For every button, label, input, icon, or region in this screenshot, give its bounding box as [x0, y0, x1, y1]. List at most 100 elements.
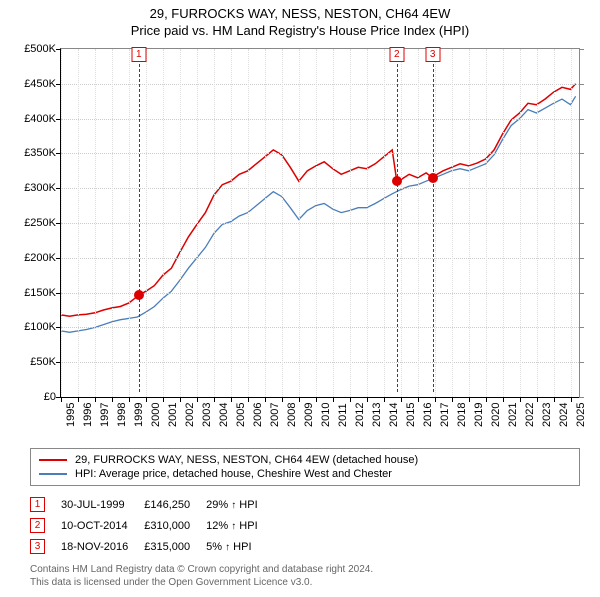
- gridline: [367, 49, 368, 397]
- gridline: [350, 49, 351, 397]
- legend-label: 29, FURROCKS WAY, NESS, NESTON, CH64 4EW…: [75, 454, 418, 466]
- sale-number-badge: 3: [30, 539, 45, 554]
- xtick-label: 2003: [201, 403, 213, 427]
- legend-item: HPI: Average price, detached house, Ches…: [39, 467, 571, 481]
- xtick: [537, 397, 538, 402]
- chart-subtitle: Price paid vs. HM Land Registry's House …: [0, 23, 600, 38]
- gridline: [163, 49, 164, 397]
- gridline: [418, 49, 419, 397]
- ytick: [579, 327, 584, 328]
- xtick-label: 2004: [218, 403, 230, 427]
- xtick: [333, 397, 334, 402]
- legend-swatch: [39, 473, 67, 475]
- ytick-label: £100K: [6, 321, 56, 333]
- gridline: [146, 49, 147, 397]
- ytick: [579, 223, 584, 224]
- gridline: [384, 49, 385, 397]
- gridline: [452, 49, 453, 397]
- gridline: [486, 49, 487, 397]
- xtick-label: 2017: [439, 403, 451, 427]
- gridline: [95, 49, 96, 397]
- xtick-label: 2006: [252, 403, 264, 427]
- xtick: [146, 397, 147, 402]
- sale-marker: [134, 290, 144, 300]
- gridline: [129, 49, 130, 397]
- sales-table: 130-JUL-1999£146,25029% ↑ HPI210-OCT-201…: [30, 494, 274, 557]
- legend-swatch: [39, 459, 67, 461]
- xtick: [367, 397, 368, 402]
- xtick: [401, 397, 402, 402]
- sale-price: £310,000: [144, 515, 206, 536]
- xtick: [435, 397, 436, 402]
- xtick: [248, 397, 249, 402]
- xtick-label: 2011: [337, 403, 349, 427]
- xtick: [384, 397, 385, 402]
- xtick-label: 2025: [575, 403, 587, 427]
- sale-vline: [433, 49, 434, 392]
- xtick: [418, 397, 419, 402]
- sale-date: 10-OCT-2014: [61, 515, 144, 536]
- gridline: [333, 49, 334, 397]
- ytick: [579, 49, 584, 50]
- xtick: [214, 397, 215, 402]
- xtick: [265, 397, 266, 402]
- chart-title: 29, FURROCKS WAY, NESS, NESTON, CH64 4EW: [0, 6, 600, 21]
- gridline: [197, 49, 198, 397]
- sale-marker: [428, 173, 438, 183]
- xtick: [129, 397, 130, 402]
- xtick: [571, 397, 572, 402]
- sale-price: £146,250: [144, 494, 206, 515]
- table-row: 210-OCT-2014£310,00012% ↑ HPI: [30, 515, 274, 536]
- gridline: [435, 49, 436, 397]
- ytick-label: £200K: [6, 252, 56, 264]
- legend-label: HPI: Average price, detached house, Ches…: [75, 468, 392, 480]
- gridline: [282, 49, 283, 397]
- xtick-label: 2001: [167, 403, 179, 427]
- gridline: [469, 49, 470, 397]
- sale-badge: 1: [131, 47, 146, 62]
- xtick: [299, 397, 300, 402]
- xtick: [231, 397, 232, 402]
- gridline: [520, 49, 521, 397]
- gridline: [401, 49, 402, 397]
- xtick: [282, 397, 283, 402]
- ytick: [579, 153, 584, 154]
- xtick-label: 2009: [303, 403, 315, 427]
- gridline: [248, 49, 249, 397]
- gridline: [78, 49, 79, 397]
- xtick: [503, 397, 504, 402]
- xtick: [163, 397, 164, 402]
- ytick-label: £450K: [6, 78, 56, 90]
- sale-badge: 2: [389, 47, 404, 62]
- footnote: Contains HM Land Registry data © Crown c…: [30, 563, 580, 589]
- sale-price: £315,000: [144, 536, 206, 557]
- footnote-line: Contains HM Land Registry data © Crown c…: [30, 563, 580, 576]
- table-row: 3 18-NOV-2016£315,0005% ↑ HPI: [30, 536, 274, 557]
- xtick-label: 2010: [320, 403, 332, 427]
- xtick-label: 2021: [507, 403, 519, 427]
- ytick-label: £50K: [6, 356, 56, 368]
- gridline: [299, 49, 300, 397]
- sale-pct: 5% ↑ HPI: [206, 536, 273, 557]
- sale-vline: [397, 49, 398, 392]
- ytick-label: £400K: [6, 113, 56, 125]
- title-block: 29, FURROCKS WAY, NESS, NESTON, CH64 4EW…: [0, 0, 600, 40]
- ytick-label: £300K: [6, 182, 56, 194]
- gridline: [265, 49, 266, 397]
- sale-date: 18-NOV-2016: [61, 536, 144, 557]
- ytick-label: £500K: [6, 43, 56, 55]
- ytick: [579, 119, 584, 120]
- sale-vline: [139, 49, 140, 392]
- xtick: [554, 397, 555, 402]
- xtick-label: 2008: [286, 403, 298, 427]
- ytick: [579, 188, 584, 189]
- xtick: [78, 397, 79, 402]
- xtick-label: 2013: [371, 403, 383, 427]
- xtick-label: 1998: [116, 403, 128, 427]
- xtick-label: 2014: [388, 403, 400, 427]
- ytick: [579, 84, 584, 85]
- ytick: [579, 293, 584, 294]
- xtick: [486, 397, 487, 402]
- xtick-label: 2016: [422, 403, 434, 427]
- xtick-label: 2018: [456, 403, 468, 427]
